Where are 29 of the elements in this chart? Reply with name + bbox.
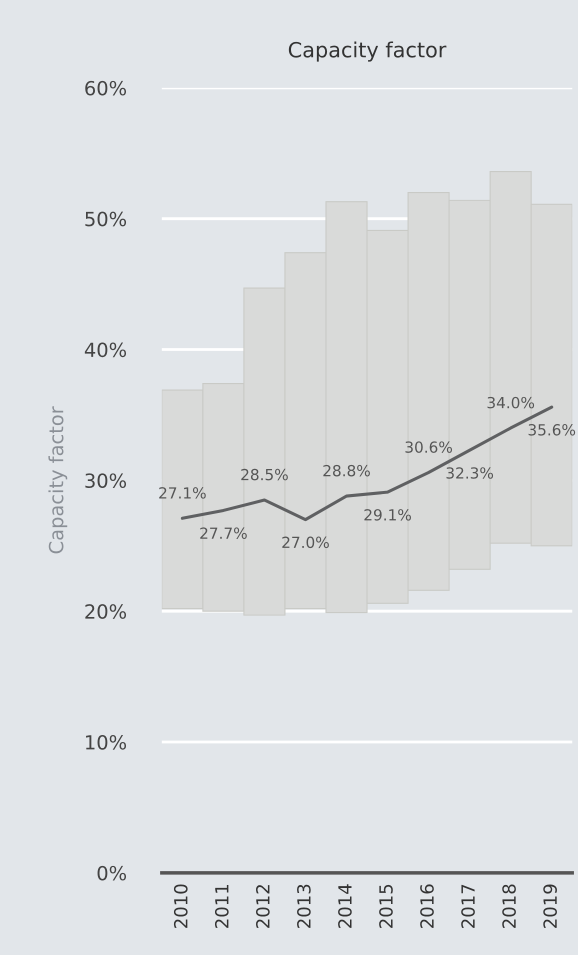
data-label: 27.0% — [282, 536, 329, 548]
y-tick-label: 0% — [98, 866, 126, 881]
chart-title: Capacity factor — [288, 41, 446, 62]
data-label: 27.7% — [200, 527, 247, 539]
x-tick-label: 2018 — [502, 884, 516, 928]
y-axis-title: Capacity factor — [48, 406, 68, 554]
data-label: 28.8% — [323, 464, 370, 476]
x-tick-label: 2010 — [174, 884, 188, 928]
y-tick-label: 10% — [86, 734, 126, 750]
x-tick-label: 2012 — [256, 885, 270, 928]
data-label: 28.5% — [241, 468, 288, 480]
x-tick-label: 2019 — [543, 884, 557, 928]
y-tick-label: 50% — [85, 212, 126, 226]
x-tick-label: 2015 — [379, 884, 393, 928]
x-tick-label: 2016 — [420, 884, 434, 928]
x-tick-label: 2013 — [297, 884, 311, 928]
data-label: 27.1% — [159, 487, 206, 499]
y-tick-label: 60% — [85, 80, 126, 96]
data-label: 35.6% — [528, 424, 576, 436]
x-tick-label: 2017 — [461, 884, 475, 928]
x-tick-label: 2011 — [214, 884, 229, 928]
data-label: 29.1% — [364, 509, 411, 521]
y-tick-label: 20% — [85, 604, 126, 619]
x-tick-label: 2014 — [338, 884, 352, 928]
y-tick-label: 30% — [85, 473, 126, 488]
data-label: 30.6% — [405, 441, 452, 453]
data-label: 34.0% — [488, 396, 534, 408]
data-label: 32.3% — [446, 467, 494, 479]
y-tick-label: 40% — [84, 342, 126, 358]
